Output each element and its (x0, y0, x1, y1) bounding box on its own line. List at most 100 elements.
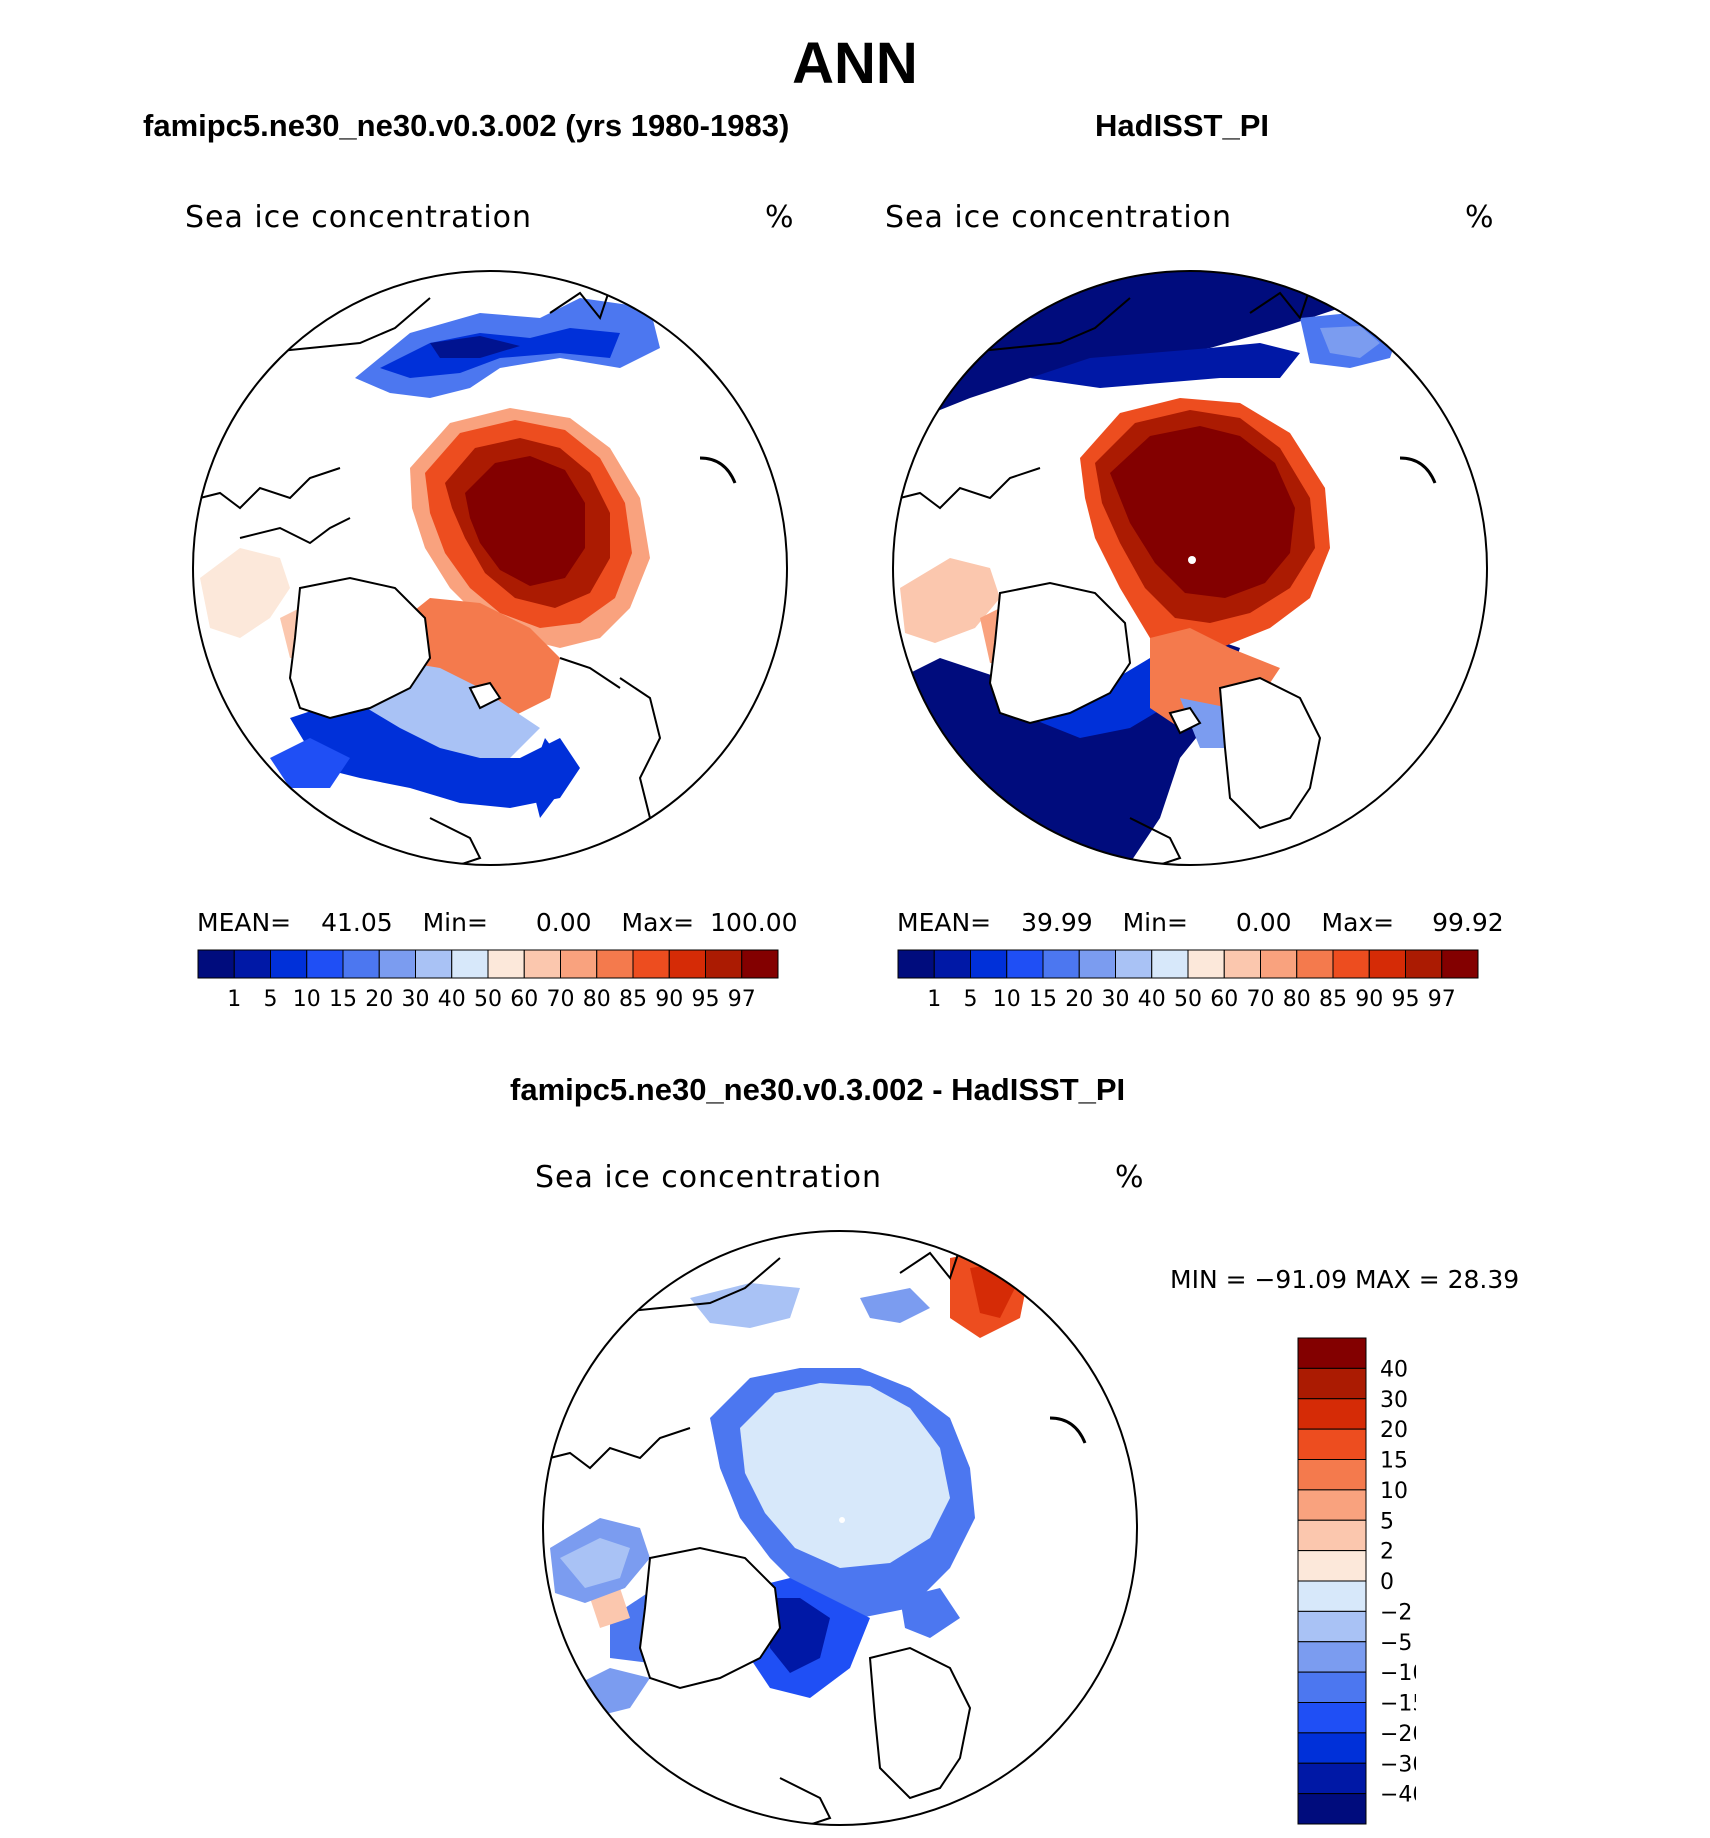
diff-units-label: % (1115, 1160, 1145, 1195)
diff-colorbar-tick: −2 (1380, 1600, 1412, 1625)
model-colorbar-tick: 40 (438, 987, 466, 1012)
diff-colorbar-tick: −10 (1380, 1661, 1416, 1686)
diff-colorbar-swatch (1297, 1641, 1367, 1673)
model-colorbar-swatch (270, 949, 308, 979)
model-colorbar-swatch (197, 949, 235, 979)
obs-colorbar-swatch (1332, 949, 1370, 979)
model-colorbar-tick: 30 (402, 987, 430, 1012)
diff-colorbar-tick: −5 (1380, 1631, 1412, 1656)
model-colorbar-swatch (415, 949, 453, 979)
obs-colorbar-tick: 1 (927, 987, 941, 1012)
model-units-label: % (765, 200, 795, 235)
obs-colorbar-swatch (1187, 949, 1225, 979)
model-colorbar-tick: 90 (655, 987, 683, 1012)
diff-colorbar-swatch (1297, 1459, 1367, 1491)
diff-colorbar-tick: 30 (1380, 1388, 1408, 1413)
model-max-label: Max= (621, 908, 695, 937)
model-colorbar-tick: 60 (510, 987, 538, 1012)
obs-units-label: % (1465, 200, 1495, 235)
obs-colorbar-swatch (970, 949, 1008, 979)
diff-colorbar-tick: 40 (1380, 1357, 1408, 1382)
obs-field-label: Sea ice concentration (885, 200, 1233, 235)
obs-colorbar-swatch (1115, 949, 1153, 979)
obs-colorbar-swatch (1405, 949, 1443, 979)
model-max-value: 100.00 (710, 908, 798, 937)
model-field-label: Sea ice concentration (185, 200, 533, 235)
diff-colorbar-swatch (1297, 1671, 1367, 1703)
model-colorbar-swatch (705, 949, 743, 979)
model-colorbar-swatch (632, 949, 670, 979)
model-colorbar-tick: 1 (227, 987, 241, 1012)
model-polar-map (192, 270, 788, 866)
diff-colorbar-swatch (1297, 1793, 1367, 1825)
diff-colorbar-tick: −20 (1380, 1722, 1416, 1747)
model-colorbar-tick: 5 (264, 987, 278, 1012)
obs-colorbar-tick: 30 (1102, 987, 1130, 1012)
model-stats: MEAN= 41.05 Min= 0.00 Max= 100.00 (197, 908, 798, 937)
model-panel-subtitle: famipc5.ne30_ne30.v0.3.002 (yrs 1980-198… (143, 108, 790, 143)
model-colorbar-swatch (523, 949, 561, 979)
model-colorbar-swatch (560, 949, 598, 979)
obs-polar-map (892, 270, 1488, 866)
diff-colorbar-swatch (1297, 1489, 1367, 1521)
obs-panel-subtitle: HadISST_PI (1095, 108, 1269, 143)
diff-colorbar-tick: −15 (1380, 1692, 1416, 1717)
obs-colorbar-swatch (1223, 949, 1261, 979)
obs-colorbar-tick: 90 (1355, 987, 1383, 1012)
model-colorbar-tick: 97 (728, 987, 756, 1012)
model-colorbar: 1 5 10 15 20 30 40 50 60 70 80 85 90 95 97 (197, 949, 779, 1012)
obs-mean-label: MEAN= (897, 908, 992, 937)
diff-panel-subtitle: famipc5.ne30_ne30.v0.3.002 - HadISST_PI (510, 1072, 1126, 1107)
model-colorbar-tick: 80 (583, 987, 611, 1012)
obs-colorbar-swatch (1441, 949, 1479, 979)
obs-colorbar-swatch (933, 949, 971, 979)
model-colorbar-tick: 10 (293, 987, 321, 1012)
model-colorbar-swatch (596, 949, 634, 979)
obs-colorbar-tick: 80 (1283, 987, 1311, 1012)
model-mean-value: 41.05 (321, 908, 393, 937)
model-min-label: Min= (422, 908, 488, 937)
obs-colorbar-tick: 20 (1065, 987, 1093, 1012)
diff-colorbar-swatch (1297, 1762, 1367, 1795)
obs-colorbar-tick: 60 (1210, 987, 1238, 1012)
obs-mean-value: 39.99 (1021, 908, 1093, 937)
model-colorbar-swatch (668, 949, 706, 979)
diff-colorbar-swatch (1297, 1398, 1367, 1430)
diff-colorbar-swatch (1297, 1428, 1367, 1460)
obs-colorbar-tick: 95 (1392, 987, 1420, 1012)
model-colorbar-swatch (306, 949, 344, 979)
diff-minmax: MIN = −91.09 MAX = 28.39 (1170, 1265, 1520, 1294)
diff-colorbar-swatch (1297, 1550, 1367, 1582)
model-colorbar-tick: 95 (692, 987, 720, 1012)
obs-colorbar-tick: 85 (1319, 987, 1347, 1012)
obs-colorbar-swatch (1006, 949, 1044, 979)
model-colorbar-swatch (342, 949, 380, 979)
obs-colorbar-tick: 50 (1174, 987, 1202, 1012)
obs-colorbar-swatch (1151, 949, 1189, 979)
obs-min-label: Min= (1122, 908, 1188, 937)
model-colorbar-swatch (487, 949, 525, 979)
model-colorbar-tick: 20 (365, 987, 393, 1012)
obs-colorbar: 1 5 10 15 20 30 40 50 60 70 80 85 90 95 97 (897, 949, 1479, 1012)
obs-colorbar-swatch (1260, 949, 1298, 979)
model-colorbar-tick: 70 (547, 987, 575, 1012)
diff-colorbar-tick: 15 (1380, 1449, 1408, 1474)
diff-colorbar-swatch (1297, 1337, 1367, 1369)
model-colorbar-swatch (233, 949, 271, 979)
diff-field-label: Sea ice concentration (535, 1160, 883, 1195)
model-min-value: 0.00 (535, 908, 592, 937)
figure-title: ANN (792, 31, 918, 96)
obs-colorbar-tick: 15 (1029, 987, 1057, 1012)
obs-colorbar-swatch (1042, 949, 1080, 979)
obs-colorbar-swatch (1296, 949, 1334, 979)
diff-colorbar-swatch (1297, 1580, 1367, 1612)
obs-colorbar-tick: 40 (1138, 987, 1166, 1012)
obs-colorbar-swatch (897, 949, 935, 979)
diff-colorbar-tick: 20 (1380, 1418, 1408, 1443)
diff-colorbar-tick: 0 (1380, 1570, 1394, 1595)
diff-colorbar-swatch (1297, 1702, 1367, 1734)
model-colorbar-tick: 50 (474, 987, 502, 1012)
obs-colorbar-swatch (1368, 949, 1406, 979)
diff-colorbar-swatch (1297, 1367, 1367, 1400)
